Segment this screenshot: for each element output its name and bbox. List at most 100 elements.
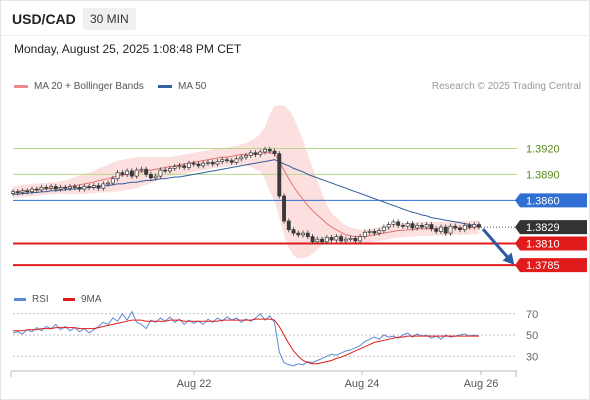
candle-body — [30, 188, 34, 193]
candle-body — [148, 174, 153, 179]
candle-body — [358, 236, 363, 242]
credit-text: Research © 2025 Trading Central — [431, 81, 581, 92]
candle-body — [39, 187, 44, 191]
candle-body — [129, 170, 134, 177]
legend-ma50: MA 50 — [158, 81, 206, 92]
candle-body — [467, 225, 472, 228]
candle-body — [139, 168, 144, 171]
candle-body — [125, 170, 130, 175]
candle-body — [253, 152, 258, 155]
ma9-line — [13, 318, 479, 365]
legend-ma9-label: 9MA — [81, 294, 102, 305]
candle-body — [167, 168, 172, 172]
candle-body — [458, 227, 462, 231]
candle-body — [472, 224, 477, 228]
candle-body — [15, 191, 20, 194]
candle-body — [244, 155, 248, 158]
candle-body — [206, 161, 210, 164]
x-tick-label: Aug 26 — [464, 378, 499, 390]
candle-body — [229, 160, 234, 163]
rsi-tick-label: 50 — [526, 330, 538, 342]
candle-body — [196, 163, 201, 167]
candle-body — [220, 159, 225, 162]
rsi-swatch — [14, 297, 26, 301]
candle-body — [320, 238, 325, 243]
legend-ma20: MA 20 + Bollinger Bands — [14, 81, 144, 92]
candle-body — [63, 187, 68, 189]
candle-body — [68, 186, 73, 189]
last-price-label-box — [515, 220, 587, 235]
candle-body — [201, 162, 206, 167]
timestamp: Monday, August 25, 2025 1:08:48 PM CET — [14, 42, 242, 56]
candle-body — [429, 224, 434, 230]
rsi-tick-label: 30 — [526, 351, 538, 363]
candle-body — [267, 149, 272, 152]
candle-body — [72, 186, 77, 188]
candle-body — [301, 232, 306, 236]
candle-body — [77, 187, 82, 190]
candle-body — [20, 190, 25, 193]
header: USD/CAD 30 MIN — [1, 1, 589, 37]
candle-body — [396, 221, 401, 226]
candle-body — [248, 152, 253, 156]
candle-body — [215, 161, 220, 165]
candle-body — [101, 183, 106, 189]
candle-body — [339, 236, 344, 242]
candle-body — [305, 232, 310, 237]
candle-body — [381, 226, 386, 231]
candle-body — [367, 231, 372, 233]
candle-body — [353, 237, 358, 242]
resistance-2-label: 1.3920 — [526, 144, 560, 156]
timeframe-badge[interactable]: 30 MIN — [83, 8, 136, 30]
candle-body — [286, 220, 291, 231]
candle-body — [410, 223, 415, 229]
candle-body — [177, 165, 182, 168]
candle-body — [263, 149, 267, 153]
candle-body — [115, 172, 120, 180]
candle-body — [415, 225, 420, 229]
candle-body — [391, 221, 396, 225]
candle-body — [191, 162, 196, 165]
candle-body — [153, 175, 158, 179]
candle-body — [343, 238, 348, 242]
candles — [11, 146, 481, 245]
candle-body — [53, 186, 58, 190]
candle-body — [282, 195, 286, 222]
x-tick-label: Aug 24 — [345, 378, 380, 390]
candle-body — [172, 166, 177, 169]
candle-body — [106, 182, 111, 185]
candle-body — [186, 162, 191, 168]
ma20-swatch — [14, 84, 28, 88]
candle-body — [87, 186, 92, 188]
legend-ma50-label: MA 50 — [178, 81, 207, 92]
projection-arrow-shaft — [481, 228, 513, 263]
candle-body — [448, 225, 453, 234]
candle-body — [453, 225, 458, 229]
candle-body — [419, 225, 424, 228]
legend-ma9: 9MA — [63, 294, 102, 305]
candle-body — [477, 224, 481, 228]
support-2-label-box — [515, 258, 587, 273]
candle-body — [386, 224, 391, 228]
rsi-tick-label: 70 — [526, 309, 538, 321]
candle-body — [210, 161, 215, 165]
candle-body — [443, 226, 448, 234]
candle-body — [163, 169, 168, 172]
candle-body — [348, 237, 353, 240]
candle-body — [58, 187, 63, 190]
last-price-label: 1.3829 — [526, 222, 560, 234]
pivot-label: 1.3860 — [526, 195, 560, 207]
candle-body — [296, 232, 301, 236]
candle-body — [277, 153, 282, 197]
support-2-label: 1.3785 — [526, 260, 560, 272]
candle-body — [49, 186, 53, 189]
ma9-swatch — [63, 297, 75, 301]
x-tick-label: Aug 22 — [177, 378, 212, 390]
symbol-title: USD/CAD — [12, 11, 76, 27]
candle-body — [34, 188, 39, 191]
projection-arrow-head — [502, 252, 515, 265]
candle-body — [272, 150, 277, 155]
candle-body — [405, 223, 410, 227]
